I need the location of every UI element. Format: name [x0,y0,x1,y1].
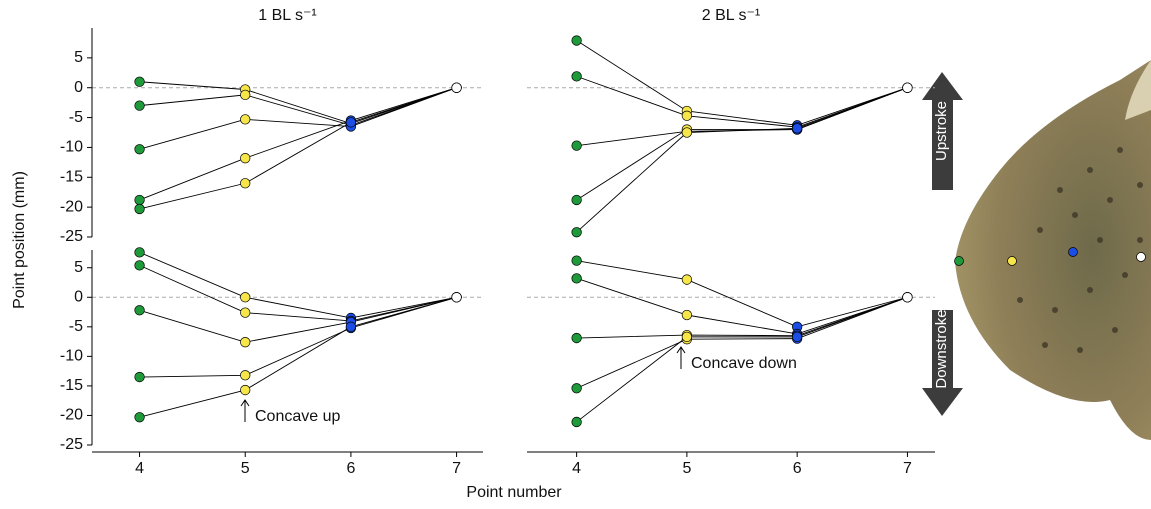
x-tick-label: 7 [903,460,912,477]
data-point [135,144,145,154]
y-tick-label: 0 [74,288,83,305]
x-tick-label: 7 [452,460,461,477]
series-line [140,88,457,209]
data-point [135,261,145,271]
data-point [572,72,582,82]
y-tick-label: -20 [60,198,83,215]
x-tick-label: 5 [682,460,691,477]
y-tick-label: -25 [60,228,83,245]
data-point [240,370,250,380]
y-tick-label: -10 [60,139,83,156]
data-point [682,310,692,320]
series-line [577,76,908,127]
y-tick-label: -15 [60,169,83,186]
data-point [240,337,250,347]
data-point [135,248,145,258]
y-tick-label: -20 [60,407,83,424]
series-line [140,297,457,377]
data-point [135,101,145,111]
ray-photo [955,60,1151,440]
series-line [577,88,908,233]
data-point [452,292,462,302]
data-point [135,77,145,87]
data-point [135,195,145,205]
data-point [903,292,913,302]
data-point [240,385,250,395]
panel-title: 2 BL s⁻¹ [702,7,761,24]
data-point [240,90,250,100]
data-point [572,383,582,393]
data-point [682,111,692,121]
x-axis-label: Point number [466,484,562,501]
annotation: Concave down [691,355,797,372]
y-tick-label: 5 [74,259,83,276]
series-line [140,297,457,342]
data-point [346,118,356,128]
y-tick-label: -10 [60,348,83,365]
data-point [572,227,582,237]
data-point [452,83,462,93]
x-tick-label: 4 [572,460,581,477]
data-point [135,204,145,214]
data-point [240,308,250,318]
data-point [240,292,250,302]
series-line [140,88,457,150]
stroke-label: Downstroke [933,309,950,388]
data-point [682,275,692,285]
annotation: Concave up [255,408,340,425]
data-point [572,274,582,284]
data-point [903,83,913,93]
x-tick-label: 6 [793,460,802,477]
series-line [577,88,908,146]
y-tick-label: -15 [60,377,83,394]
data-point [240,178,250,188]
data-point [346,322,356,332]
series-line [577,261,908,327]
panel-title: 1 BL s⁻¹ [258,7,317,24]
y-tick-label: -5 [69,318,83,335]
y-axis-label: Point position (mm) [11,171,28,309]
data-point [135,372,145,382]
data-point [792,124,802,134]
y-tick-label: -25 [60,436,83,453]
data-point [682,128,692,138]
y-tick-label: 5 [74,49,83,66]
data-point [572,36,582,46]
data-point [240,153,250,163]
y-tick-label: -5 [69,109,83,126]
data-point [682,332,692,342]
x-tick-label: 6 [346,460,355,477]
data-point [135,412,145,422]
y-tick-label: 0 [74,79,83,96]
series-line [577,278,908,334]
series-line [140,265,457,321]
series-line [140,297,457,417]
data-point [572,333,582,343]
data-point [792,332,802,342]
data-point [572,195,582,205]
x-tick-label: 4 [135,460,144,477]
data-point [135,305,145,315]
data-point [572,256,582,266]
stroke-label: Upstroke [933,101,950,161]
x-tick-label: 5 [241,460,250,477]
data-point [240,115,250,125]
data-point [572,417,582,427]
series-line [577,41,908,126]
data-point [572,141,582,151]
